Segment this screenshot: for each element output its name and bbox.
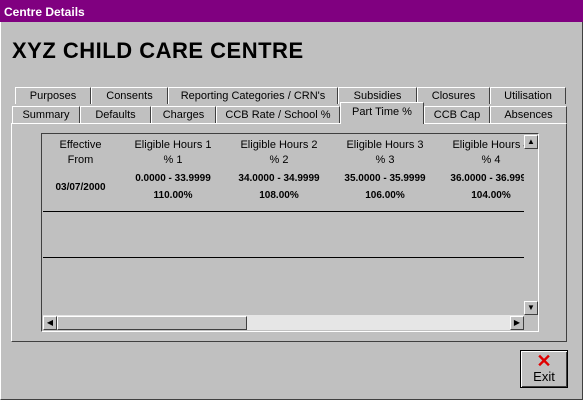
scroll-down-icon[interactable]: ▼ [524, 301, 538, 315]
column-header-line1: Effective [59, 139, 102, 151]
column-header-eligible-hours-3[interactable]: Eligible Hours 3 % 3 [335, 138, 435, 168]
tab-charges[interactable]: Charges [151, 106, 216, 123]
column-header-line2: % 3 [375, 154, 395, 166]
tab-ccb-cap[interactable]: CCB Cap [424, 106, 490, 123]
table-row-empty[interactable] [43, 212, 524, 257]
scroll-right-icon[interactable]: ▶ [510, 316, 524, 330]
exit-button[interactable]: ✕ Exit [520, 350, 568, 388]
cell-percent-1: 110.00% [153, 190, 193, 201]
scroll-up-icon[interactable]: ▲ [524, 135, 538, 149]
window-title: Centre Details [0, 0, 583, 22]
cell-percent-4: 104.00% [471, 190, 511, 201]
tab-part-time[interactable]: Part Time % [340, 102, 424, 124]
tab-consents[interactable]: Consents [91, 87, 168, 104]
tab-summary[interactable]: Summary [12, 106, 80, 123]
cell-percent-3: 106.00% [365, 190, 405, 201]
close-icon: ✕ [536, 351, 552, 371]
tab-absences[interactable]: Absences [490, 106, 567, 123]
column-header-line1: Eligible Hours 1 [134, 139, 212, 151]
tab-defaults[interactable]: Defaults [80, 106, 151, 123]
column-header-line1: Eligible Hours 3 [346, 139, 424, 151]
tab-purposes[interactable]: Purposes [15, 87, 91, 104]
cell-percent-2: 108.00% [259, 190, 299, 201]
column-header-line2: From [67, 154, 94, 166]
column-header-line1: Eligible Hours 4 [452, 139, 524, 151]
cell-hours-1: 0.0000 - 33.9999 [135, 173, 211, 184]
row-divider [43, 257, 524, 258]
part-time-panel [11, 123, 567, 342]
tab-utilisation[interactable]: Utilisation [490, 87, 566, 104]
column-header-line2: % 4 [481, 154, 501, 166]
horizontal-scroll-thumb[interactable] [57, 316, 247, 330]
horizontal-scrollbar[interactable]: ◀ ▶ [43, 315, 524, 330]
part-time-grid[interactable]: Effective From Eligible Hours 1 % 1 Elig… [41, 133, 539, 332]
tab-subsidies[interactable]: Subsidies [338, 87, 417, 104]
column-header-effective-from[interactable]: Effective From [43, 138, 118, 168]
column-header-eligible-hours-4[interactable]: Eligible Hours 4 % 4 [441, 138, 524, 168]
tab-ccb-rate-school[interactable]: CCB Rate / School % [216, 106, 340, 123]
cell-hours-2: 34.0000 - 34.9999 [238, 173, 320, 184]
scroll-left-icon[interactable]: ◀ [43, 316, 57, 330]
cell-hours-4: 36.0000 - 36.9999 [450, 173, 524, 184]
cell-hours-3: 35.0000 - 35.9999 [344, 173, 426, 184]
cell-effective-from: 03/07/2000 [55, 182, 106, 193]
centre-name: XYZ CHILD CARE CENTRE [12, 38, 304, 63]
column-header-line2: % 2 [269, 154, 289, 166]
column-header-eligible-hours-1[interactable]: Eligible Hours 1 % 1 [123, 138, 223, 168]
tab-reporting-categories[interactable]: Reporting Categories / CRN's [168, 87, 338, 104]
column-header-eligible-hours-2[interactable]: Eligible Hours 2 % 2 [229, 138, 329, 168]
row-divider [43, 211, 524, 212]
table-row-empty[interactable] [43, 258, 524, 315]
column-header-line1: Eligible Hours 2 [240, 139, 318, 151]
grid-content: Effective From Eligible Hours 1 % 1 Elig… [43, 135, 524, 315]
column-header-line2: % 1 [163, 154, 183, 166]
exit-label: Exit [533, 369, 555, 384]
vertical-scrollbar[interactable]: ▲ ▼ [524, 135, 538, 315]
tab-closures[interactable]: Closures [417, 87, 490, 104]
